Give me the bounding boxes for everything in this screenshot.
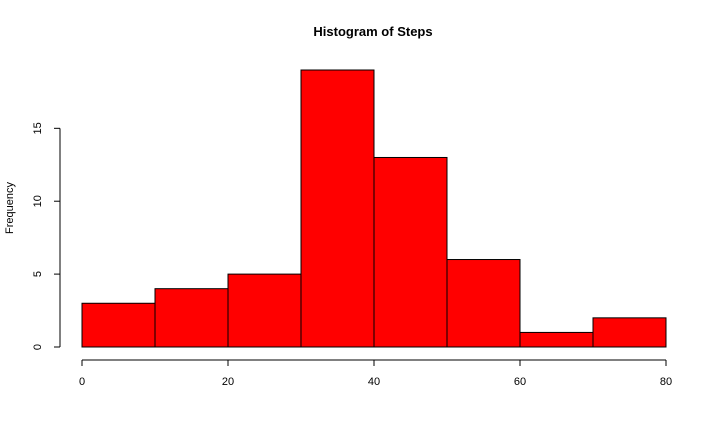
histogram-bar-1: [81, 302, 156, 348]
x-tick-label: 80: [660, 376, 672, 388]
histogram-bar-7: [519, 331, 594, 348]
x-tick-label: 60: [514, 376, 526, 388]
histogram-bar-3: [227, 273, 302, 348]
y-tick-label: 5: [32, 271, 44, 277]
histogram-bar-5: [373, 156, 448, 348]
histogram-bar-8: [592, 317, 667, 348]
y-tick-label: 10: [32, 195, 44, 207]
x-tick-label: 0: [79, 376, 85, 388]
bars-group: [81, 69, 667, 348]
y-axis: 0 5 10 15: [32, 122, 61, 350]
y-axis-label: Frequency: [4, 182, 16, 234]
x-tick-label: 40: [368, 376, 380, 388]
y-tick-label: 15: [32, 122, 44, 134]
y-tick-label: 0: [32, 344, 44, 350]
x-axis: 0 20 40 60 80: [79, 359, 672, 388]
chart-title: Histogram of Steps: [313, 24, 432, 39]
histogram-bar-4: [300, 69, 375, 348]
histogram-bar-6: [446, 259, 521, 348]
x-tick-label: 20: [222, 376, 234, 388]
histogram-bar-2: [154, 288, 229, 348]
